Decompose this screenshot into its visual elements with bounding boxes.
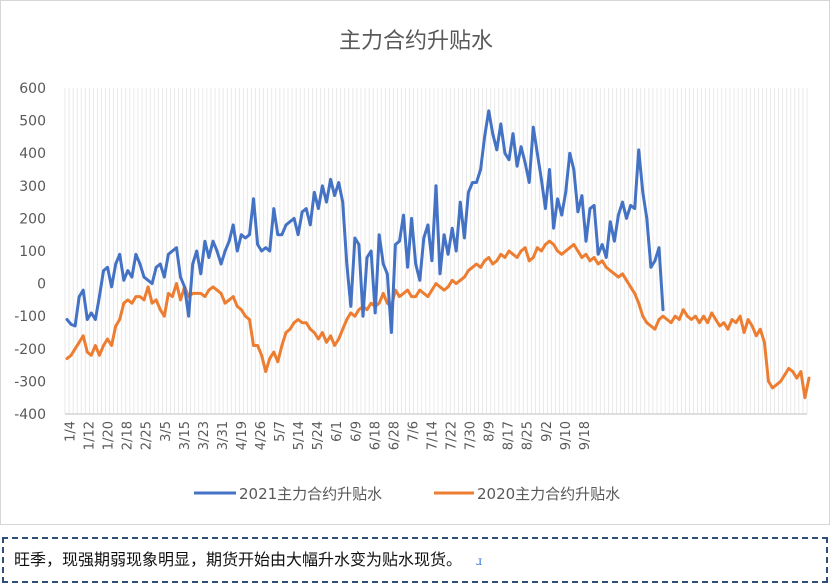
x-tick-label: 6/28 xyxy=(387,421,402,450)
y-tick-label: -400 xyxy=(14,407,46,423)
x-tick-label: 1/12 xyxy=(83,421,98,450)
y-tick-label: -100 xyxy=(14,309,46,325)
legend-item-2020: 2020主力合约升贴水 xyxy=(434,485,620,503)
x-tick-label: 8/17 xyxy=(502,421,517,450)
series-lines xyxy=(65,109,811,400)
vertical-gridlines xyxy=(64,88,808,414)
y-axis-ticks: 600 500 400 300 200 100 0 -100 -200 -300 -400 xyxy=(14,81,46,423)
x-tick-label: 5/14 xyxy=(292,421,307,450)
x-tick-label: 3/31 xyxy=(216,421,231,450)
x-tick-label: 2/25 xyxy=(140,421,155,450)
series-line-0 xyxy=(65,109,665,334)
x-tick-label: 7/22 xyxy=(445,421,460,450)
x-tick-label: 6/9 xyxy=(349,421,364,442)
x-tick-label: 3/5 xyxy=(159,421,174,442)
y-tick-label: -200 xyxy=(14,342,46,358)
line-chart: 主力合约升贴水 600 500 400 300 200 100 0 -100 -200 -300 -… xyxy=(14,29,811,503)
y-tick-label: 400 xyxy=(19,146,46,162)
y-tick-label: 300 xyxy=(19,179,46,195)
legend-item-2021: 2021主力合约升贴水 xyxy=(194,485,382,503)
chart-panel: 主力合约升贴水 600 500 400 300 200 100 0 -100 -200 -300 -… xyxy=(0,0,830,525)
x-tick-label: 3/23 xyxy=(197,421,212,450)
y-tick-label: 600 xyxy=(19,81,46,97)
x-tick-label: 5/7 xyxy=(273,421,288,442)
legend-label-2021: 2021主力合约升贴水 xyxy=(239,485,382,503)
legend-label-2020: 2020主力合约升贴水 xyxy=(477,485,620,503)
x-tick-label: 2/18 xyxy=(121,421,136,450)
x-tick-label: 7/30 xyxy=(464,421,479,450)
x-tick-label: 4/19 xyxy=(235,421,250,450)
x-tick-label: 1/20 xyxy=(102,421,117,450)
y-tick-label: 200 xyxy=(19,211,46,227)
x-tick-label: 8/25 xyxy=(521,421,536,450)
legend: 2021主力合约升贴水 2020主力合约升贴水 xyxy=(194,485,620,503)
y-tick-label: -300 xyxy=(14,374,46,390)
x-tick-label: 9/18 xyxy=(578,421,593,450)
x-tick-label: 6/1 xyxy=(330,421,345,442)
y-tick-label: 500 xyxy=(19,114,46,130)
chart-title: 主力合约升贴水 xyxy=(339,29,493,54)
x-axis-ticks: 1/4 1/12 1/20 2/18 2/25 3/5 3/15 3/23 3/31 4/19 4/… xyxy=(64,421,593,450)
x-tick-label: 9/10 xyxy=(559,421,574,450)
x-tick-label: 1/4 xyxy=(64,421,79,442)
x-tick-label: 3/15 xyxy=(178,421,193,450)
x-tick-label: 7/14 xyxy=(425,421,440,450)
x-tick-label: 7/6 xyxy=(406,421,421,442)
x-tick-label: 4/26 xyxy=(254,421,269,450)
caption-text: 旺季，现强期弱现象明显，期货开始由大幅升水变为贴水现货。 xyxy=(14,550,463,569)
y-tick-label: 0 xyxy=(37,277,46,293)
y-tick-label: 100 xyxy=(19,244,46,260)
caption-mark: ɹ xyxy=(476,554,483,568)
x-tick-label: 6/18 xyxy=(368,421,383,450)
x-tick-label: 5/24 xyxy=(311,421,326,450)
x-tick-label: 8/9 xyxy=(483,421,498,442)
x-tick-label: 9/2 xyxy=(540,421,555,442)
caption-box: 旺季，现强期弱现象明显，期货开始由大幅升水变为贴水现货。 ɹ xyxy=(2,537,828,583)
